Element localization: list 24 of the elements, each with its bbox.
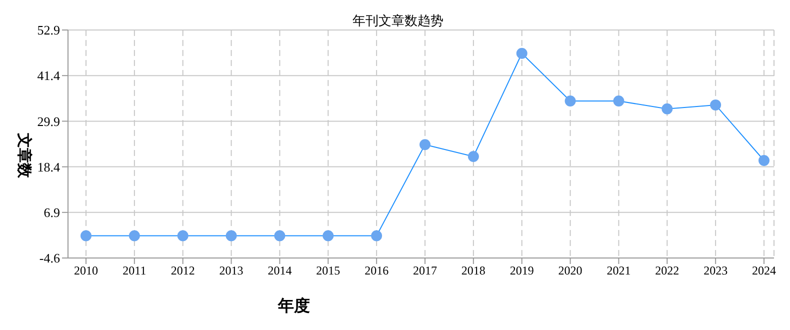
x-tick-label: 2021: [606, 264, 631, 278]
x-tick-label: 2014: [268, 264, 292, 278]
x-tick-label: 2020: [558, 264, 582, 278]
chart-title: 年刊文章数趋势: [352, 13, 444, 28]
x-tick-label: 2022: [655, 264, 680, 278]
y-tick-label: 29.9: [37, 114, 60, 129]
x-tick-label: 2018: [461, 264, 486, 278]
y-tick-label: 41.4: [37, 68, 60, 84]
y-tick-label: -4.6: [39, 250, 60, 266]
x-tick-label: 2017: [413, 264, 437, 278]
x-tick-label: 2013: [219, 264, 244, 278]
x-tick-label: 2015: [316, 264, 340, 278]
x-tick-label: 2019: [510, 264, 534, 278]
x-tick-label: 2024: [752, 264, 776, 278]
y-tick-label: 6.9: [44, 205, 60, 220]
x-tick-label: 2012: [170, 264, 195, 278]
x-tick-label: 2016: [364, 264, 389, 278]
y-tick-label: 18.4: [37, 159, 60, 174]
x-tick-label: 2011: [122, 264, 146, 278]
x-axis-title: 年度: [278, 296, 310, 317]
x-tick-label: 2010: [74, 264, 98, 278]
y-tick-label: 52.9: [37, 22, 60, 38]
y-axis-title: 文章数: [14, 132, 34, 180]
x-tick-label: 2023: [704, 264, 728, 278]
